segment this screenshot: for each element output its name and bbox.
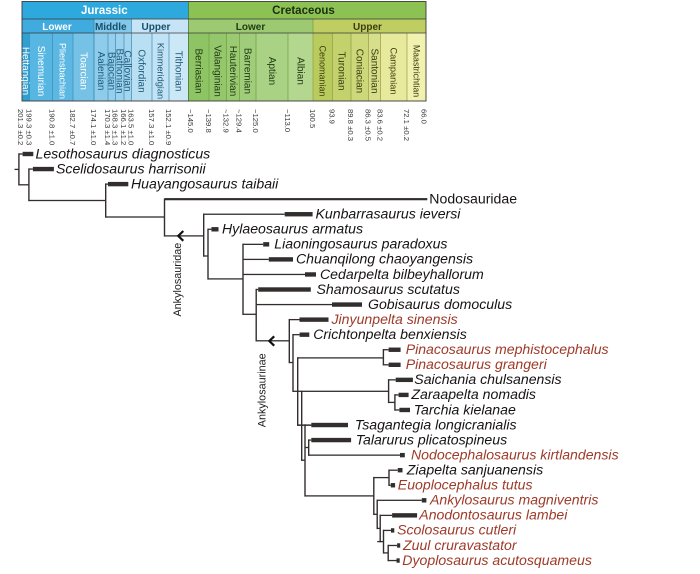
svg-text:~125.0: ~125.0: [251, 109, 260, 133]
svg-text:Tsagantegia longicranialis: Tsagantegia longicranialis: [355, 416, 517, 432]
svg-text:152.1 ±0.9: 152.1 ±0.9: [164, 109, 173, 145]
svg-text:199.3 ±0.3: 199.3 ±0.3: [24, 109, 33, 145]
svg-text:Pinacosaurus grangeri: Pinacosaurus grangeri: [406, 356, 548, 372]
svg-text:~129.4: ~129.4: [234, 109, 243, 133]
svg-text:~132.9: ~132.9: [221, 109, 230, 133]
svg-text:Bathonian: Bathonian: [114, 48, 125, 93]
svg-text:Dyoplosaurus acutosquameus: Dyoplosaurus acutosquameus: [402, 552, 592, 568]
svg-text:Pinacosaurus mephistocephalus: Pinacosaurus mephistocephalus: [406, 341, 609, 357]
svg-text:170.3 ±1.4: 170.3 ±1.4: [103, 109, 112, 146]
svg-text:83.6 ±0.2: 83.6 ±0.2: [375, 109, 384, 141]
svg-text:Santonian: Santonian: [368, 48, 379, 93]
svg-text:66.0: 66.0: [419, 109, 428, 124]
svg-text:100.5: 100.5: [308, 109, 317, 128]
svg-text:Cretaceous: Cretaceous: [272, 5, 335, 17]
svg-text:Upper: Upper: [353, 22, 382, 33]
svg-text:Tithonian: Tithonian: [173, 51, 184, 92]
svg-text:Ankylosaurinae: Ankylosaurinae: [257, 353, 269, 427]
svg-text:Chuanqilong chaoyangensis: Chuanqilong chaoyangensis: [296, 251, 473, 267]
svg-text:Albian: Albian: [294, 57, 305, 85]
svg-text:Kimmeridgian: Kimmeridgian: [155, 43, 165, 99]
svg-text:Ankylosauridae: Ankylosauridae: [172, 243, 184, 317]
svg-text:Zaraapelta nomadis: Zaraapelta nomadis: [410, 386, 536, 402]
svg-text:Bajocian: Bajocian: [106, 52, 117, 90]
svg-text:Nodosauridae: Nodosauridae: [429, 190, 517, 206]
svg-text:174.1 ±1.0: 174.1 ±1.0: [89, 109, 98, 145]
svg-text:Jinyunpelta sinensis: Jinyunpelta sinensis: [331, 311, 458, 327]
svg-text:Liaoningosaurus paradoxus: Liaoningosaurus paradoxus: [274, 236, 447, 252]
svg-text:Euoplocephalus tutus: Euoplocephalus tutus: [398, 477, 533, 493]
svg-text:Lesothosaurus diagnosticus: Lesothosaurus diagnosticus: [36, 145, 211, 161]
svg-text:157.3 ±1.0: 157.3 ±1.0: [147, 109, 156, 145]
svg-text:Maastrichtian: Maastrichtian: [411, 45, 421, 97]
svg-text:Hauterivian: Hauterivian: [227, 46, 238, 97]
svg-text:Callovian: Callovian: [122, 50, 133, 91]
svg-text:Oxfordian: Oxfordian: [136, 49, 147, 92]
svg-text:72.1 ±0.2: 72.1 ±0.2: [402, 109, 411, 141]
svg-text:~113.0: ~113.0: [283, 109, 292, 132]
svg-text:Berriasian: Berriasian: [193, 48, 204, 93]
svg-text:Shamosaurus scutatus: Shamosaurus scutatus: [317, 281, 460, 297]
svg-text:163.5 ±1.0: 163.5 ±1.0: [126, 109, 135, 145]
svg-text:Valanginian: Valanginian: [212, 45, 223, 97]
svg-text:Anodontosaurus lambei: Anodontosaurus lambei: [418, 507, 568, 523]
svg-text:Nodocephalosaurus kirtlandensi: Nodocephalosaurus kirtlandensis: [411, 446, 619, 462]
svg-text:Hylaeosaurus armatus: Hylaeosaurus armatus: [222, 221, 363, 237]
svg-text:Zuul cruravastator: Zuul cruravastator: [402, 537, 518, 553]
svg-text:166.1 ±1.2: 166.1 ±1.2: [119, 109, 128, 145]
svg-text:Talarurus plicatospineus: Talarurus plicatospineus: [356, 431, 507, 447]
svg-text:201.3 ±0.2: 201.3 ±0.2: [16, 109, 25, 145]
svg-text:Barremian: Barremian: [242, 48, 253, 94]
svg-text:Upper: Upper: [142, 22, 171, 33]
svg-text:182.7 ±0.7: 182.7 ±0.7: [68, 109, 77, 145]
svg-text:Crichtonpelta benxiensis: Crichtonpelta benxiensis: [313, 326, 467, 342]
svg-text:168.3 ±1.3: 168.3 ±1.3: [110, 109, 119, 145]
svg-text:Toarcian: Toarcian: [77, 52, 88, 90]
svg-text:Scelidosaurus harrisonii: Scelidosaurus harrisonii: [56, 160, 206, 176]
svg-text:Sinemurian: Sinemurian: [35, 46, 46, 97]
svg-text:~145.0: ~145.0: [186, 109, 195, 133]
svg-text:Ankylosaurus magniventris: Ankylosaurus magniventris: [429, 492, 598, 508]
svg-text:190.8 ±1.0: 190.8 ±1.0: [47, 109, 56, 145]
svg-text:Aalenian: Aalenian: [95, 52, 106, 91]
svg-text:Gobisaurus domoculus: Gobisaurus domoculus: [368, 296, 512, 312]
svg-text:Scolosaurus cutleri: Scolosaurus cutleri: [397, 522, 517, 538]
svg-text:Huayangosaurus taibaii: Huayangosaurus taibaii: [131, 175, 279, 191]
svg-text:Jurassic: Jurassic: [81, 5, 128, 17]
svg-text:Tarchia kielanae: Tarchia kielanae: [414, 401, 516, 417]
svg-text:Aptian: Aptian: [266, 57, 277, 85]
svg-text:Turonian: Turonian: [336, 51, 347, 90]
svg-text:Kunbarrasaurus ieversi: Kunbarrasaurus ieversi: [316, 206, 462, 222]
svg-text:Lower: Lower: [236, 22, 266, 33]
svg-text:86.3 ±0.5: 86.3 ±0.5: [363, 109, 372, 141]
svg-text:93.9: 93.9: [327, 109, 336, 124]
svg-text:Middle: Middle: [95, 22, 127, 33]
svg-text:Hettangian: Hettangian: [20, 47, 31, 95]
svg-text:Pliensbachian: Pliensbachian: [58, 43, 68, 99]
svg-text:Cedarpelta bilbeyhallorum: Cedarpelta bilbeyhallorum: [320, 266, 484, 282]
svg-text:~139.8: ~139.8: [204, 109, 213, 133]
svg-text:Cenomanian: Cenomanian: [318, 45, 328, 96]
svg-text:89.8 ±0.3: 89.8 ±0.3: [346, 109, 355, 141]
svg-text:Coniacian: Coniacian: [354, 49, 365, 93]
svg-text:Lower: Lower: [42, 22, 72, 33]
svg-text:Saichania chulsanensis: Saichania chulsanensis: [414, 371, 561, 387]
svg-text:Ziapelta sanjuanensis: Ziapelta sanjuanensis: [406, 462, 543, 478]
svg-text:Campanian: Campanian: [389, 48, 399, 95]
